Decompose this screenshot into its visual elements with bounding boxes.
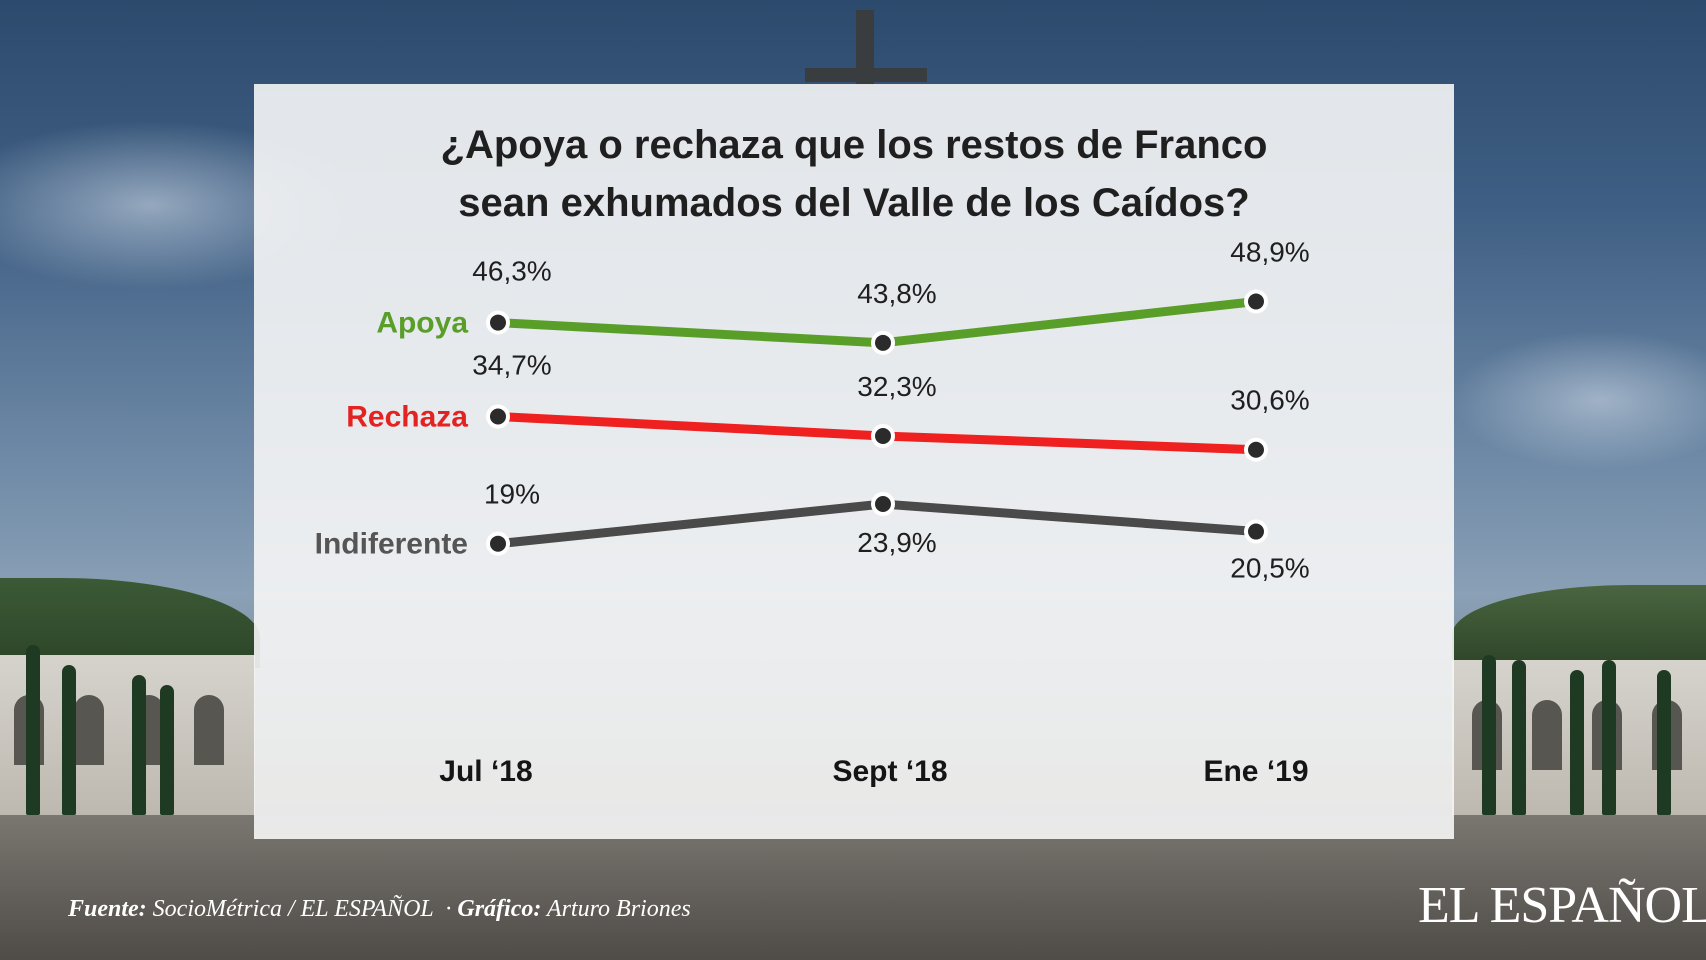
chart-title-line-2: sean exhumados del Valle de los Caídos? — [458, 181, 1250, 225]
data-point-indiferente — [871, 492, 895, 517]
cypress-tree — [26, 645, 40, 815]
data-point-rechaza — [871, 423, 895, 448]
source-label: Fuente: — [68, 896, 147, 922]
data-point-indiferente — [1244, 519, 1268, 544]
data-label-apoya: 43,8% — [857, 278, 936, 309]
plaza-pavement — [0, 815, 1706, 960]
chart-title-line-1: ¿Apoya o rechaza que los restos de Franc… — [440, 123, 1268, 167]
cypress-tree — [1657, 670, 1671, 815]
cypress-tree — [1482, 655, 1496, 815]
arcade-building-left — [0, 645, 255, 815]
data-label-apoya: 48,9% — [1230, 237, 1309, 268]
series-name-apoya: Apoya — [376, 307, 468, 340]
arcade-building-right — [1452, 655, 1706, 815]
source-text: SocioMétrica / EL ESPAÑOL — [152, 896, 434, 922]
data-label-indiferente: 23,9% — [857, 527, 936, 558]
graphic-label: Gráfico: — [457, 896, 542, 922]
chart-panel: ¿Apoya o rechaza que los restos de Franc… — [254, 84, 1454, 839]
x-tick-label: Ene ‘19 — [1203, 755, 1308, 788]
credits-separator: · — [445, 896, 452, 922]
arch — [1532, 700, 1562, 770]
series-name-rechaza: Rechaza — [346, 401, 468, 434]
arch — [194, 695, 224, 765]
monument-cross — [856, 10, 874, 85]
data-label-indiferente: 20,5% — [1230, 553, 1309, 584]
x-tick-label: Sept ‘18 — [832, 755, 947, 788]
graphic-text: Arturo Briones — [546, 896, 691, 922]
cypress-tree — [1512, 660, 1526, 815]
cypress-tree — [1602, 660, 1616, 815]
data-point-apoya — [871, 330, 895, 355]
data-point-apoya — [1244, 289, 1268, 314]
cypress-tree — [1570, 670, 1584, 815]
data-point-apoya — [486, 310, 510, 335]
cypress-tree — [160, 685, 174, 815]
credits: Fuente: SocioMétrica / EL ESPAÑOL · Gráf… — [68, 896, 691, 923]
data-label-apoya: 46,3% — [472, 256, 551, 287]
cypress-tree — [132, 675, 146, 815]
chart-title: ¿Apoya o rechaza que los restos de Franc… — [254, 116, 1454, 232]
x-tick-label: Jul ‘18 — [439, 755, 532, 788]
data-point-rechaza — [486, 404, 510, 429]
cloud — [1450, 330, 1706, 470]
data-label-rechaza: 34,7% — [472, 350, 551, 381]
el-espanol-logo: EL ESPAÑOL — [1418, 877, 1706, 934]
data-point-indiferente — [486, 531, 510, 556]
data-label-rechaza: 30,6% — [1230, 385, 1309, 416]
arch — [74, 695, 104, 765]
data-point-rechaza — [1244, 437, 1268, 462]
data-label-indiferente: 19% — [484, 479, 540, 510]
data-label-rechaza: 32,3% — [857, 371, 936, 402]
rocky-hill-right — [1452, 585, 1706, 665]
series-name-indiferente: Indiferente — [315, 528, 468, 561]
monument-cross-arm — [805, 68, 927, 82]
cypress-tree — [62, 665, 76, 815]
